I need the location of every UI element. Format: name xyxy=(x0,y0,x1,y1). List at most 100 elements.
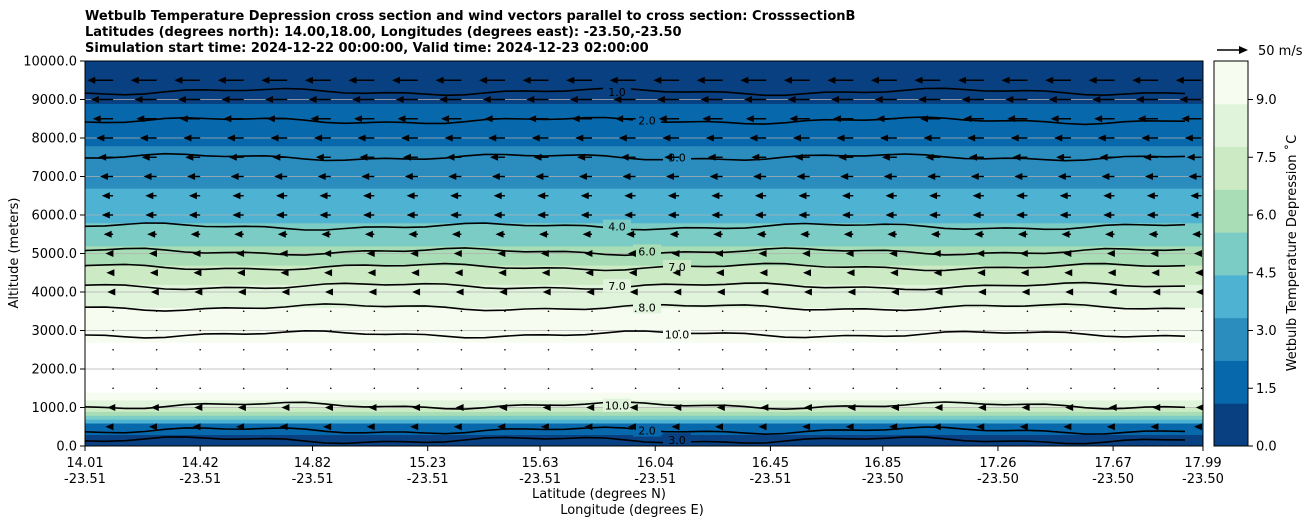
wind-vector-head xyxy=(759,269,768,277)
wind-vector-head xyxy=(1144,173,1153,180)
wind-vector-head xyxy=(709,173,718,180)
wind-vector-head xyxy=(230,173,239,180)
wind-vector-dot xyxy=(1026,329,1029,332)
wind-vector-head xyxy=(927,173,936,180)
contour-label-bg xyxy=(633,113,661,127)
wind-vector-head xyxy=(310,115,319,123)
wind-vector-head xyxy=(364,230,373,238)
wind-vector-head xyxy=(840,173,849,180)
wind-vector-head xyxy=(1132,76,1141,84)
contour-label: 10.0 xyxy=(605,400,630,413)
wind-vector-head xyxy=(613,96,622,103)
field-band xyxy=(85,284,1203,289)
field-band xyxy=(85,322,1203,328)
wind-vector-head xyxy=(974,230,983,238)
wind-vector-head xyxy=(696,76,705,84)
wind-vector-head xyxy=(970,173,979,180)
y-tick-label: 7000.0 xyxy=(32,170,78,185)
field-band xyxy=(85,361,1203,366)
wind-vector-head xyxy=(1065,404,1074,411)
wind-vector-dot xyxy=(199,348,201,351)
wind-vector-head xyxy=(929,192,938,200)
wind-vector-dot xyxy=(112,329,114,332)
wind-vector-head xyxy=(304,76,313,84)
wind-vector-head xyxy=(541,269,550,277)
wind-vector-dot xyxy=(1026,368,1029,370)
colorbar-swatch xyxy=(1214,167,1248,190)
wind-vector-head xyxy=(584,423,593,431)
wind-vector-dot xyxy=(765,368,767,370)
wind-vector-dot xyxy=(983,368,985,370)
wind-vector-head xyxy=(1017,230,1026,238)
x-tick-label-lon: -23.51 xyxy=(634,472,676,487)
field-band xyxy=(85,145,1203,151)
wind-vector-dot xyxy=(1070,329,1072,332)
wind-vector-head xyxy=(490,153,499,161)
wind-vector-dot xyxy=(329,348,332,351)
wind-vector-head xyxy=(1059,211,1068,219)
wind-vector-head xyxy=(232,192,241,200)
wind-vector-dot xyxy=(155,310,158,313)
colorbar-swatch xyxy=(1214,103,1248,126)
wind-vector-head xyxy=(188,211,197,219)
field-band xyxy=(85,188,1203,193)
wind-vector-head xyxy=(914,76,923,84)
wind-vector-head xyxy=(281,404,290,411)
wind-vector-head xyxy=(324,269,333,277)
x-tick-label-lon: -23.51 xyxy=(64,472,106,487)
wind-vector-dot xyxy=(1113,310,1116,313)
field-band xyxy=(85,111,1203,116)
wind-vector-head xyxy=(317,173,326,180)
wind-vector-head xyxy=(444,134,453,142)
wind-vector-head xyxy=(584,250,593,257)
field-band xyxy=(85,280,1203,285)
wind-vector-head xyxy=(930,230,939,238)
wind-vector-head xyxy=(715,250,724,257)
chart-title-line-3: Simulation start time: 2024-12-22 00:00:… xyxy=(85,41,649,56)
wind-vector-head xyxy=(673,288,682,296)
field-band xyxy=(85,349,1203,355)
wind-vector-head xyxy=(522,76,531,84)
wind-vector-head xyxy=(624,192,633,200)
wind-vector-head xyxy=(707,153,716,161)
field-band xyxy=(85,203,1203,208)
wind-vector-head xyxy=(261,76,270,84)
wind-vector-head xyxy=(367,269,376,277)
field-band xyxy=(85,138,1203,143)
wind-vector-dot xyxy=(373,387,376,390)
x-axis-label-longitude: Longitude (degrees E) xyxy=(560,503,704,518)
field-band xyxy=(85,369,1203,374)
wind-vector-dot xyxy=(896,348,898,351)
wind-vector-dot xyxy=(983,387,985,390)
wind-vector-head xyxy=(1193,250,1202,257)
wind-vector-head xyxy=(528,115,537,123)
wind-vector-head xyxy=(139,134,148,142)
wind-vector-head xyxy=(348,76,357,84)
wind-vector-head xyxy=(542,288,551,296)
wind-vector-head xyxy=(408,230,417,238)
wind-vector-dot xyxy=(460,368,463,370)
wind-vector-dot xyxy=(634,348,637,351)
wind-vector-dot xyxy=(242,387,245,390)
wind-vector-head xyxy=(658,115,667,123)
field-band xyxy=(85,372,1203,378)
wind-vector-head xyxy=(976,250,985,257)
field-band xyxy=(85,180,1203,185)
wind-vector-head xyxy=(488,134,497,142)
wind-vector-head xyxy=(578,173,587,180)
wind-vector-head xyxy=(1063,423,1072,431)
wind-vector-dot xyxy=(852,310,855,313)
y-tick-label: 10000.0 xyxy=(23,55,77,70)
x-tick-label-lat: 17.67 xyxy=(1095,456,1132,471)
contour-label-bg xyxy=(633,244,661,258)
wind-vector-head xyxy=(968,153,977,161)
colorbar-tick-label: 3.0 xyxy=(1256,324,1277,339)
wind-vector-dot xyxy=(547,348,550,351)
wind-vector-dot xyxy=(199,329,201,332)
colorbar-swatch xyxy=(1214,232,1248,254)
wind-vector-head xyxy=(1016,211,1025,219)
wind-vector-head xyxy=(402,153,411,161)
wind-vector-head xyxy=(90,96,99,103)
x-tick-label-lat: 17.26 xyxy=(979,456,1016,471)
wind-vector-head xyxy=(1108,288,1117,296)
